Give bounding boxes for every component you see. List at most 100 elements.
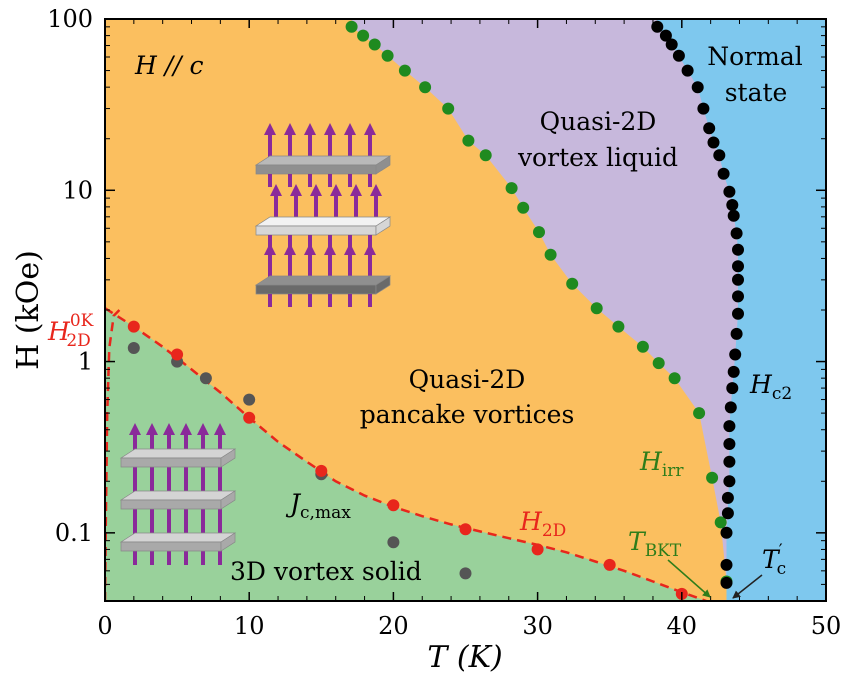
h2d-label: H2D — [519, 507, 566, 541]
hc2-point — [732, 290, 744, 303]
hirr-point — [590, 302, 603, 315]
superconducting-layer-side — [255, 164, 377, 175]
bulk-layer-top — [119, 532, 237, 543]
jc-max-label: Jc,max — [285, 489, 351, 523]
vortex-arrow-head — [310, 184, 322, 196]
x-tick-label: 20 — [378, 612, 409, 640]
vortex-arrow-head — [350, 184, 362, 196]
superconducting-layer-edge — [375, 275, 391, 295]
vortex-arrow-head — [364, 243, 376, 255]
tbkt-label: TBKT — [628, 527, 682, 561]
hirr-point — [566, 277, 579, 290]
y-tick-label: 0.1 — [55, 519, 93, 547]
hc2-point — [730, 327, 743, 340]
vortex-arrow-head — [129, 423, 141, 435]
x-tick-label: 50 — [811, 612, 842, 640]
vortex-arrow-head — [324, 243, 336, 255]
hirr-point — [612, 320, 625, 333]
hc2-point — [665, 38, 678, 51]
hc2-point — [723, 475, 736, 488]
hc2-point — [732, 273, 744, 286]
hc2-point — [723, 455, 736, 468]
h2d-point — [459, 523, 472, 536]
bulk-layer-side — [120, 541, 222, 552]
hc2-point — [717, 167, 730, 180]
x-axis-label: T (K) — [427, 640, 502, 675]
hc2-point — [726, 382, 739, 395]
hc2-point — [713, 149, 726, 162]
hc2-point — [727, 365, 740, 378]
hc2-point — [697, 102, 710, 115]
vortex-arrow-head — [344, 243, 356, 255]
vortex-arrow-head — [197, 423, 209, 435]
hirr-point — [706, 471, 719, 484]
h2d-zero-kelvin-label: H0K 2D — [47, 311, 94, 351]
stacked-vortex-illustration — [119, 423, 237, 565]
jc-max-point — [127, 342, 140, 354]
bulk-layer-edge — [220, 532, 236, 552]
hirr-point — [652, 357, 665, 370]
hc2-point — [730, 227, 743, 240]
jc-max-point — [199, 372, 212, 385]
hirr-point — [368, 38, 381, 51]
y-tick-label: 100 — [47, 5, 93, 33]
hirr-point — [462, 134, 475, 147]
bulk-layer-side — [120, 457, 222, 468]
superconducting-layer-side — [255, 284, 377, 295]
h2d-low-temperature-curve — [105, 309, 121, 601]
pancake-vortices-label-line2: pancake vortices — [360, 400, 575, 429]
superconducting-layer-top — [254, 216, 392, 227]
hirr-point — [533, 226, 545, 239]
hirr-point — [357, 29, 370, 42]
vortex-arrow-head — [214, 423, 226, 435]
bulk-layer-top — [119, 448, 237, 459]
x-tick-label: 10 — [234, 612, 265, 640]
superconducting-layer-top — [254, 155, 392, 166]
tbkt-arrow — [667, 559, 711, 598]
hirr-point — [668, 372, 681, 385]
hc2-point — [732, 307, 744, 320]
hirr-point — [345, 20, 358, 33]
vortex-arrow-head — [270, 184, 282, 196]
hc2-point — [721, 507, 734, 520]
hc2-point — [723, 185, 736, 198]
tc-prime-arrow — [732, 574, 763, 599]
tc-prime-label: T′ c — [762, 541, 786, 579]
hirr-point — [714, 516, 727, 529]
superconducting-layer-edge — [375, 155, 391, 175]
superconducting-layer-edge — [375, 216, 391, 236]
vortex-arrow-head — [264, 243, 276, 255]
h2d-point — [387, 499, 400, 512]
h2d-point — [243, 411, 256, 424]
axis-ticks: 0 10 20 30 40 50 0.1 1 10 100 — [47, 5, 841, 640]
layered-vortex-illustration — [254, 123, 392, 307]
hirr-label: Hirr — [639, 447, 684, 481]
hc2-point — [721, 491, 734, 504]
h2d-point — [531, 543, 544, 556]
jc-max-point — [459, 567, 472, 580]
phase-regions — [105, 19, 826, 601]
vortex-arrow-head — [364, 123, 376, 135]
vortex-solid-label: 3D vortex solid — [230, 557, 422, 586]
hirr-point — [636, 340, 649, 353]
vortex-arrow-head — [304, 243, 316, 255]
vortex-arrow-head — [284, 243, 296, 255]
hc2-point — [724, 401, 737, 414]
hc2-point — [726, 199, 739, 211]
vortex-liquid-label-line1: Quasi-2D — [540, 107, 657, 136]
hirr-point — [693, 407, 706, 420]
data-points — [127, 20, 744, 600]
field-orientation-label: H // c — [134, 51, 204, 80]
superconducting-layer-side — [255, 225, 377, 236]
y-tick-label: 1 — [78, 348, 93, 376]
hirr-point — [442, 102, 455, 115]
normal-state-label-line2: state — [725, 78, 788, 107]
hirr-point — [505, 182, 518, 195]
hc2-point — [681, 64, 694, 77]
hc2-point — [707, 136, 720, 149]
pancake-vortices-label-line1: Quasi-2D — [409, 365, 526, 394]
hc2-point — [723, 420, 736, 433]
vortex-liquid-label-line2: vortex liquid — [517, 143, 678, 172]
hc2-point — [723, 438, 736, 450]
